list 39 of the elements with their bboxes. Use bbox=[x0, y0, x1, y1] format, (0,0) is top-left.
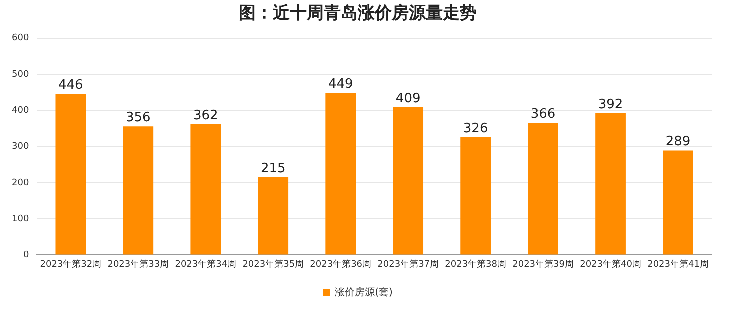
data-label: 215 bbox=[260, 161, 286, 176]
x-tick-label: 2023年第34周 bbox=[175, 258, 237, 270]
y-tick-label: 100 bbox=[12, 214, 30, 224]
bar bbox=[56, 94, 86, 255]
bar bbox=[123, 126, 154, 255]
x-tick-label: 2023年第39周 bbox=[512, 258, 574, 270]
bar bbox=[326, 92, 356, 255]
data-label: 362 bbox=[193, 108, 218, 124]
x-tick-label: 2023年第32周 bbox=[40, 258, 102, 270]
bar bbox=[393, 107, 424, 255]
x-tick-label: 2023年第33周 bbox=[108, 258, 170, 270]
y-tick-label: 400 bbox=[12, 106, 30, 116]
bar bbox=[663, 150, 694, 255]
data-label: 366 bbox=[530, 106, 556, 122]
legend-label: 涨价房源(套) bbox=[335, 286, 393, 299]
data-label: 446 bbox=[58, 78, 84, 93]
x-tick-label: 2023年第40周 bbox=[580, 258, 642, 270]
bar bbox=[460, 137, 491, 255]
data-label: 449 bbox=[328, 76, 354, 92]
y-tick-label: 0 bbox=[23, 250, 30, 261]
data-label: 392 bbox=[598, 97, 624, 112]
y-tick-label: 200 bbox=[12, 178, 30, 188]
data-label: 326 bbox=[463, 121, 488, 136]
y-tick-label: 600 bbox=[12, 34, 30, 44]
x-tick-label: 2023年第37周 bbox=[378, 258, 440, 270]
bar bbox=[190, 124, 222, 255]
x-tick-label: 2023年第41周 bbox=[648, 258, 709, 270]
bar bbox=[258, 178, 289, 255]
x-tick-label: 2023年第35周 bbox=[242, 258, 304, 270]
x-tick-label: 2023年第38周 bbox=[445, 258, 506, 270]
data-label: 289 bbox=[666, 134, 691, 150]
bar bbox=[528, 122, 558, 255]
y-tick-label: 300 bbox=[12, 142, 30, 152]
data-label: 356 bbox=[126, 110, 151, 126]
bar bbox=[596, 114, 626, 255]
data-label: 409 bbox=[396, 91, 421, 106]
y-tick-label: 500 bbox=[12, 70, 30, 80]
chart-title: 图：近十周青岛涨价房源量走势 bbox=[239, 4, 477, 24]
x-tick-label: 2023年第36周 bbox=[310, 258, 372, 270]
